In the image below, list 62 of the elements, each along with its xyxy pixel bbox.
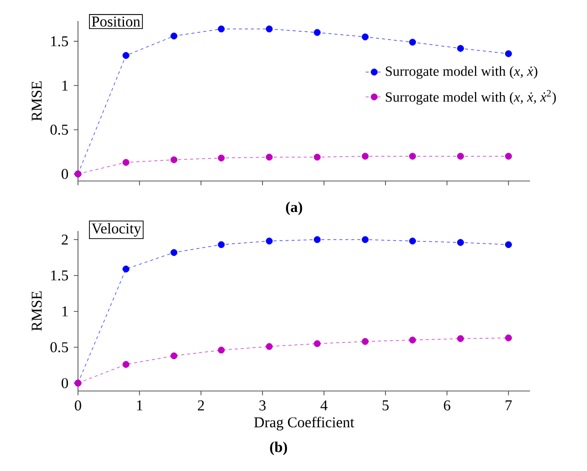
point bbox=[170, 32, 178, 40]
y-axis-title: RMSE bbox=[32, 291, 42, 331]
x-tick-label: 4 bbox=[320, 400, 328, 410]
point bbox=[314, 236, 321, 244]
point bbox=[457, 152, 464, 160]
point bbox=[362, 236, 369, 244]
point bbox=[409, 152, 416, 160]
point bbox=[314, 340, 321, 348]
point bbox=[170, 156, 178, 164]
point bbox=[266, 343, 273, 350]
point bbox=[505, 241, 512, 248]
point bbox=[505, 50, 512, 58]
point bbox=[457, 335, 464, 342]
point bbox=[218, 154, 225, 162]
x-tick-label: 1 bbox=[137, 400, 142, 410]
chart-title: Velocity bbox=[92, 223, 142, 237]
y-tick-label: 1.5 bbox=[51, 36, 68, 46]
x-tick-label: 5 bbox=[382, 400, 389, 410]
point bbox=[409, 38, 416, 46]
y-tick-label: 2 bbox=[62, 234, 68, 245]
x-tick-label: 7 bbox=[506, 400, 512, 410]
y-tick-label: 0 bbox=[62, 168, 68, 179]
point bbox=[122, 52, 130, 59]
y-tick-label: 0.5 bbox=[50, 124, 68, 135]
point bbox=[122, 266, 130, 272]
x-tick-label: 3 bbox=[259, 400, 266, 410]
y-tick-label: 1 bbox=[62, 80, 68, 90]
y-tick-label: 1.5 bbox=[51, 270, 68, 281]
point bbox=[218, 346, 225, 354]
point bbox=[170, 249, 178, 256]
chart-title: Position bbox=[92, 16, 140, 27]
text: (b) bbox=[270, 442, 288, 456]
point bbox=[218, 241, 225, 248]
x-tick-label: 2 bbox=[198, 400, 204, 410]
point bbox=[122, 158, 130, 166]
point bbox=[409, 336, 416, 344]
point bbox=[362, 33, 369, 40]
legend-label: Surrogate model with (x, ẋ, ẋ$^{2}$) bbox=[386, 90, 556, 105]
x-axis-title: Drag Coefficient bbox=[254, 416, 354, 430]
x-tick-label: 6 bbox=[444, 400, 450, 410]
point bbox=[122, 361, 130, 368]
point bbox=[409, 238, 416, 244]
point bbox=[266, 154, 273, 161]
point bbox=[457, 239, 464, 246]
y-tick-label: 0.5 bbox=[50, 342, 68, 352]
point bbox=[362, 338, 369, 345]
point bbox=[218, 26, 225, 32]
text: (a) bbox=[286, 202, 302, 216]
legend-label: Surrogate model with (x, ẋ) bbox=[386, 66, 538, 79]
x-tick-label: 0 bbox=[74, 400, 82, 411]
point bbox=[314, 29, 321, 36]
point bbox=[362, 152, 369, 160]
point bbox=[457, 44, 464, 52]
y-axis-title: RMSE bbox=[32, 81, 42, 121]
point bbox=[314, 154, 321, 161]
point bbox=[266, 26, 273, 32]
point bbox=[505, 152, 512, 160]
point bbox=[266, 238, 273, 244]
y-tick-label: 1 bbox=[62, 306, 68, 316]
point bbox=[505, 334, 512, 342]
point bbox=[170, 352, 178, 360]
y-tick-label: 0 bbox=[62, 378, 68, 388]
